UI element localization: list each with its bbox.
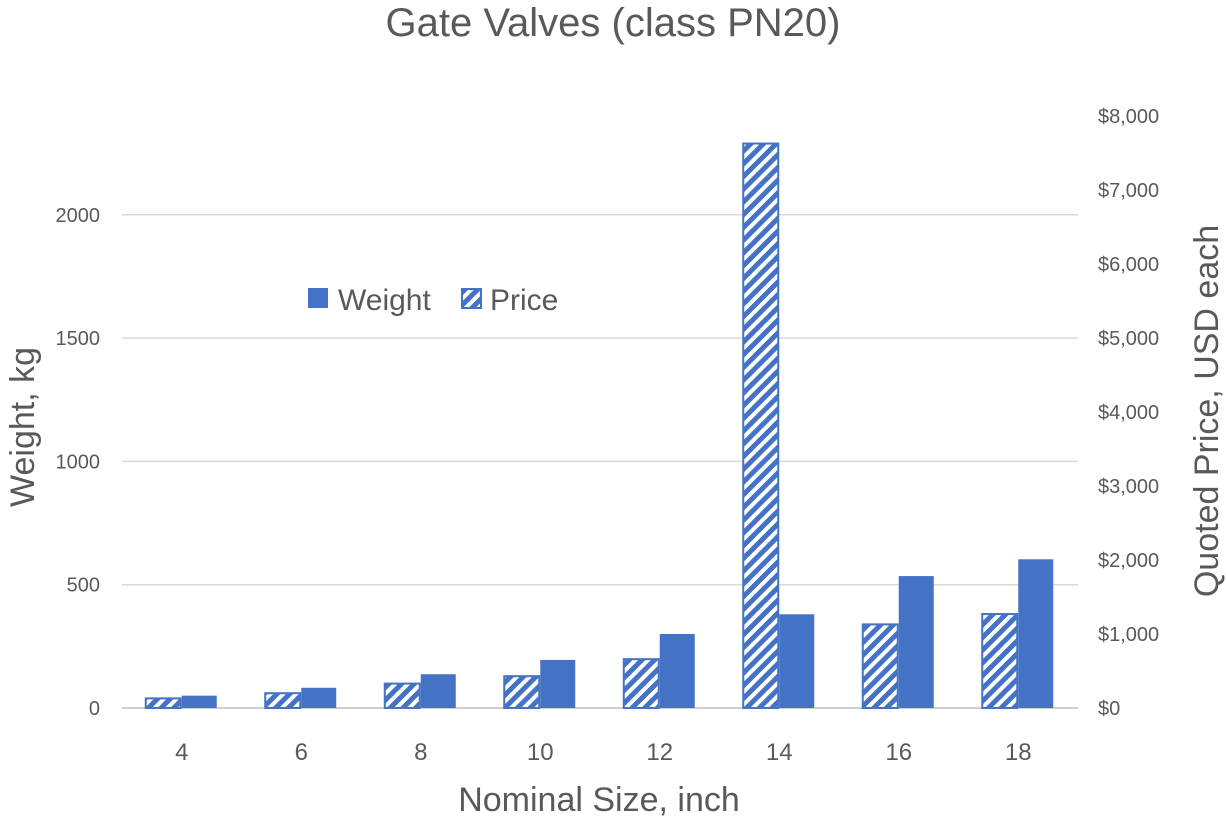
x-tick-label: 8 <box>414 739 427 766</box>
legend-label-price: Price <box>490 284 558 317</box>
y2-tick-label: $5,000 <box>1098 328 1159 350</box>
y-tick-label: 1000 <box>56 451 101 473</box>
y-tick-label: 1500 <box>56 328 101 350</box>
y-tick-label: 0 <box>89 698 100 720</box>
bar-price <box>742 142 780 709</box>
bar-weight <box>181 695 217 708</box>
y-axis-title: Weight, kg <box>4 347 42 507</box>
bar-price <box>981 613 1019 710</box>
bar-weight <box>301 687 337 708</box>
legend-swatch-price <box>461 288 482 309</box>
y-tick-label: 2000 <box>56 205 101 227</box>
bar-weight <box>1018 559 1054 708</box>
chart-title: Gate Valves (class PN20) <box>386 1 841 45</box>
legend-label-weight: Weight <box>338 284 431 317</box>
y2-tick-label: $0 <box>1098 698 1120 720</box>
bar-price <box>264 692 302 709</box>
right-axis-ticks: $0 $1,000 $2,000 $3,000 $4,000 $5,000 $6,000 $7… <box>1098 106 1159 720</box>
bar-weight <box>779 614 815 708</box>
x-tick-label: 18 <box>1005 739 1032 766</box>
legend: Weight Price <box>308 284 558 317</box>
y2-tick-label: $7,000 <box>1098 180 1159 202</box>
gridlines <box>122 214 1078 709</box>
y2-tick-label: $3,000 <box>1098 476 1159 498</box>
x-tick-label: 14 <box>766 739 793 766</box>
y2-tick-label: $8,000 <box>1098 106 1159 128</box>
y2-tick-label: $4,000 <box>1098 402 1159 424</box>
y2-tick-label: $2,000 <box>1098 550 1159 572</box>
bars <box>144 142 1054 710</box>
bar-weight <box>420 674 456 708</box>
bar-price <box>144 697 182 710</box>
bar-price <box>622 658 660 710</box>
bar-weight <box>659 634 695 708</box>
x-tick-label: 4 <box>175 739 188 766</box>
y2-axis-title: Quoted Price, USD each <box>1188 225 1226 597</box>
x-tick-label: 6 <box>295 739 308 766</box>
legend-swatch-weight <box>308 288 328 308</box>
x-tick-label: 12 <box>646 739 673 766</box>
bar-price <box>383 682 421 710</box>
y-tick-label: 500 <box>67 575 100 597</box>
x-axis-title: Nominal Size, inch <box>458 781 740 819</box>
y2-tick-label: $1,000 <box>1098 624 1159 646</box>
x-tick-label: 16 <box>885 739 912 766</box>
x-tick-label: 10 <box>527 739 554 766</box>
x-axis-ticks: 4 6 8 10 12 14 16 18 <box>175 739 1032 766</box>
bar-weight <box>898 576 934 708</box>
left-axis-ticks: 0 500 1000 1500 2000 <box>56 205 101 720</box>
bar-price <box>861 623 899 709</box>
bar-price <box>503 675 541 709</box>
y2-tick-label: $6,000 <box>1098 254 1159 276</box>
bar-weight <box>540 659 576 708</box>
